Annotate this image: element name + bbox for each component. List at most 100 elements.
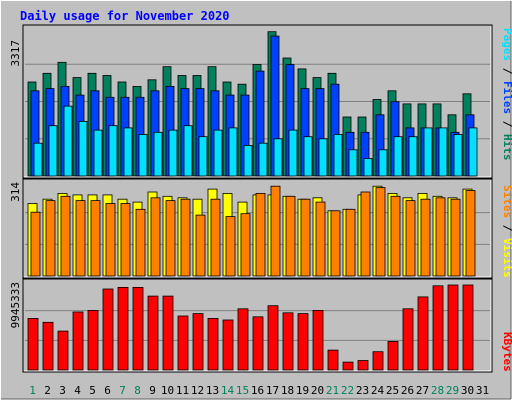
bar-kbytes-day-12 bbox=[192, 313, 204, 371]
day-label-20: 20 bbox=[311, 384, 324, 397]
bar-kbytes-day-23 bbox=[357, 360, 369, 371]
bar-sites-day-21 bbox=[330, 210, 341, 277]
bar-sites-day-5 bbox=[90, 200, 101, 277]
bar-pages-day-23 bbox=[363, 158, 373, 177]
bar-kbytes-day-20 bbox=[312, 309, 324, 371]
bar-sites-day-28 bbox=[435, 197, 446, 277]
day-label-3: 3 bbox=[59, 384, 66, 397]
day-label-14: 14 bbox=[221, 384, 235, 397]
bar-sites-day-25 bbox=[390, 195, 401, 277]
bar-pages-day-4 bbox=[78, 121, 88, 177]
bar-sites-day-22 bbox=[345, 208, 356, 277]
day-label-30: 30 bbox=[461, 384, 474, 397]
bar-kbytes-day-14 bbox=[222, 319, 234, 371]
day-label-16: 16 bbox=[251, 384, 264, 397]
bar-sites-day-30 bbox=[465, 190, 476, 277]
bar-pages-day-19 bbox=[303, 136, 313, 177]
legend-kbytes: KBytes bbox=[501, 332, 512, 372]
bar-kbytes-day-11 bbox=[177, 315, 189, 371]
bar-pages-day-3 bbox=[63, 105, 73, 177]
bar-kbytes-day-6 bbox=[102, 288, 114, 371]
hits-files-pages-panel bbox=[22, 24, 493, 179]
bar-pages-day-14 bbox=[228, 127, 238, 177]
bar-kbytes-day-19 bbox=[297, 313, 309, 371]
day-label-17: 17 bbox=[266, 384, 279, 397]
bar-kbytes-day-24 bbox=[372, 351, 384, 371]
bar-kbytes-day-15 bbox=[237, 308, 249, 371]
bar-kbytes-day-3 bbox=[57, 330, 69, 371]
day-label-13: 13 bbox=[206, 384, 219, 397]
panel-2-ymax-label: 314 bbox=[9, 182, 22, 202]
kbytes-panel bbox=[22, 278, 493, 373]
bar-sites-day-17 bbox=[270, 185, 281, 277]
day-label-5: 5 bbox=[89, 384, 96, 397]
day-label-7: 7 bbox=[119, 384, 126, 397]
bar-sites-day-3 bbox=[60, 195, 71, 277]
panel-1-ymax-label: 3317 bbox=[9, 40, 22, 67]
day-label-25: 25 bbox=[386, 384, 399, 397]
bar-kbytes-day-29 bbox=[447, 284, 459, 371]
bar-kbytes-day-18 bbox=[282, 312, 294, 371]
bar-pages-day-15 bbox=[243, 144, 253, 177]
bar-kbytes-day-5 bbox=[87, 309, 99, 371]
bar-kbytes-day-25 bbox=[387, 340, 399, 371]
bar-sites-day-10 bbox=[165, 200, 176, 277]
day-label-11: 11 bbox=[176, 384, 189, 397]
bar-pages-day-28 bbox=[438, 127, 448, 177]
bar-kbytes-day-17 bbox=[267, 305, 279, 371]
bar-sites-day-18 bbox=[285, 195, 296, 277]
bar-sites-day-8 bbox=[135, 208, 146, 277]
bar-kbytes-day-1 bbox=[27, 317, 39, 371]
bar-pages-day-11 bbox=[183, 125, 193, 177]
bar-pages-day-1 bbox=[33, 142, 43, 177]
bar-kbytes-day-22 bbox=[342, 361, 354, 371]
day-label-28: 28 bbox=[431, 384, 444, 397]
day-label-18: 18 bbox=[281, 384, 294, 397]
bar-sites-day-15 bbox=[240, 213, 251, 277]
day-label-6: 6 bbox=[104, 384, 111, 397]
day-label-21: 21 bbox=[326, 384, 339, 397]
bar-sites-day-11 bbox=[180, 198, 191, 277]
legend-visits: Visits bbox=[501, 238, 512, 278]
bar-kbytes-day-28 bbox=[432, 285, 444, 371]
bar-pages-day-26 bbox=[408, 136, 418, 177]
bar-sites-day-9 bbox=[150, 197, 161, 277]
day-label-12: 12 bbox=[191, 384, 204, 397]
bar-kbytes-day-27 bbox=[417, 296, 429, 371]
bar-pages-day-12 bbox=[198, 136, 208, 177]
bar-pages-day-25 bbox=[393, 136, 403, 177]
x-axis-day-labels: 1 2 3 4 5 6 7 8 9 10 11 12 13 14 15 16 17 18 19 20 21 22 23 24 2… bbox=[29, 384, 489, 397]
bar-sites-day-4 bbox=[75, 200, 86, 277]
bar-kbytes-day-8 bbox=[132, 286, 144, 371]
day-label-4: 4 bbox=[74, 384, 81, 397]
day-label-27: 27 bbox=[416, 384, 429, 397]
visits-sites-panel bbox=[22, 178, 493, 279]
bar-kbytes-day-10 bbox=[162, 295, 174, 371]
bar-kbytes-day-26 bbox=[402, 308, 414, 371]
legend-kbytes: KBytes bbox=[501, 332, 512, 372]
bar-pages-day-22 bbox=[348, 149, 358, 177]
bar-sites-day-20 bbox=[315, 201, 326, 277]
bar-pages-day-24 bbox=[378, 149, 388, 177]
bar-sites-day-19 bbox=[300, 198, 311, 277]
legend-pages: Pages bbox=[501, 28, 512, 61]
bar-kbytes-day-13 bbox=[207, 317, 219, 371]
day-label-2: 2 bbox=[44, 384, 51, 397]
bar-sites-day-14 bbox=[225, 216, 236, 277]
bar-sites-day-7 bbox=[120, 203, 131, 277]
day-label-9: 9 bbox=[149, 384, 156, 397]
bar-pages-day-29 bbox=[453, 134, 463, 177]
chart-title: Daily usage for November 2020 bbox=[20, 9, 230, 23]
day-label-1: 1 bbox=[29, 384, 36, 397]
bar-sites-day-27 bbox=[420, 198, 431, 277]
legend-sites: Sites bbox=[501, 185, 512, 218]
bar-kbytes-day-7 bbox=[117, 286, 129, 371]
day-label-31: 31 bbox=[476, 384, 489, 397]
bar-pages-day-27 bbox=[423, 127, 433, 177]
bar-sites-day-1 bbox=[30, 211, 41, 277]
bar-pages-day-16 bbox=[258, 142, 268, 177]
bar-pages-day-5 bbox=[93, 129, 103, 177]
bar-pages-day-9 bbox=[153, 131, 163, 177]
bar-pages-day-21 bbox=[333, 134, 343, 177]
